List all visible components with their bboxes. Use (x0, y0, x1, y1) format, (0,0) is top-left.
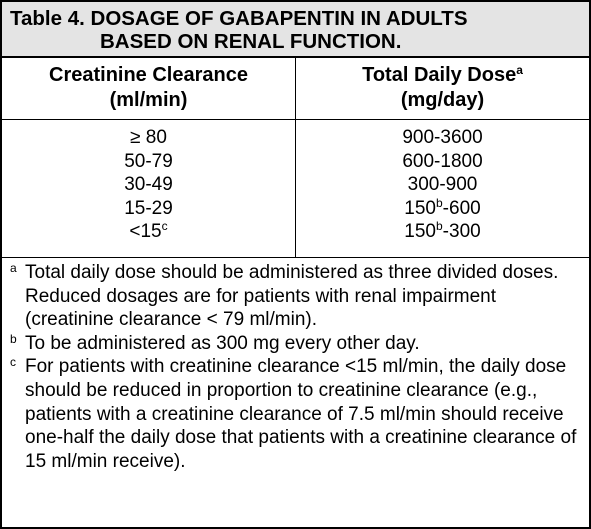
clearance-value: 30-49 (2, 173, 295, 197)
footnote-ref: c (161, 219, 168, 233)
clearance-value: <15c (2, 220, 295, 244)
dose-value: 150b-300 (296, 220, 589, 244)
footnote-mark: c (10, 355, 16, 370)
clearance-value: 15-29 (2, 197, 295, 221)
footnote: c For patients with creatinine clearance … (10, 355, 579, 473)
footnote-text: To be administered as 300 mg every other… (25, 332, 420, 354)
clearance-text: 30-49 (124, 174, 173, 195)
dose-text: 900-3600 (402, 127, 483, 148)
footnote-text: Total daily dose should be administered … (25, 262, 559, 331)
column-header-line2: (ml/min) (109, 89, 188, 111)
table-grid: Creatinine Clearance (ml/min) ≥ 80 50-79 3… (2, 58, 589, 258)
column-header-line1: Creatinine Clearance (49, 64, 248, 86)
clearance-text: 15-29 (124, 197, 173, 219)
column-header-creatinine-clearance: Creatinine Clearance (ml/min) (2, 58, 295, 119)
dose-value: 600-1800 (296, 150, 589, 174)
dose-text: 300-900 (407, 174, 478, 195)
footnote-ref: a (516, 63, 523, 77)
clearance-value: ≥ 80 (2, 126, 295, 150)
dose-value: 900-3600 (296, 126, 589, 150)
column-total-daily-dose: Total Daily Dosea (mg/day) 900-3600 600-1… (296, 58, 589, 258)
clearance-value: 50-79 (2, 150, 295, 174)
column-header-line2: (mg/day) (400, 89, 485, 111)
column-header-row: Total Daily Dosea (mg/day) (296, 58, 589, 120)
dose-text-suffix: -300 (442, 221, 481, 242)
footnote: b To be administered as 300 mg every othe… (10, 332, 579, 356)
dose-text: 150 (404, 221, 436, 242)
footnote-ref: b (435, 195, 443, 210)
dose-value: 300-900 (296, 173, 589, 197)
dose-values: 900-3600 600-1800 300-900 150b-600 150b-300 (296, 120, 589, 257)
table-body: ≥ 80 50-79 30-49 15-29 <15c (2, 120, 295, 258)
column-creatinine-clearance: Creatinine Clearance (ml/min) ≥ 80 50-79 3… (2, 58, 296, 258)
table-title-line2: BASED ON RENAL FUNCTION. (100, 30, 402, 53)
footnotes: a Total daily dose should be administered… (2, 258, 589, 473)
footnote-mark: b (10, 331, 17, 346)
footnote-mark: a (10, 261, 17, 275)
column-header-line1: Total Daily Dose (362, 64, 517, 86)
column-header-total-daily-dose: Total Daily Dosea (mg/day) (296, 58, 589, 119)
footnote-text: For patients with creatinine clearance <… (25, 356, 577, 472)
dose-text: 600-1800 (402, 150, 483, 172)
clearance-text: <15 (129, 221, 162, 242)
clearance-text: 50-79 (124, 150, 173, 172)
dose-text: 150 (404, 197, 436, 219)
clearance-values: ≥ 80 50-79 30-49 15-29 <15c (2, 120, 295, 257)
dose-value: 150b-600 (296, 197, 589, 221)
footnote: a Total daily dose should be administered… (10, 261, 579, 332)
table-title: Table 4. DOSAGE OF GABAPENTIN IN ADULTS … (2, 2, 589, 58)
table-body: 900-3600 600-1800 300-900 150b-600 150b-300 (296, 120, 589, 258)
clearance-text: ≥ 80 (130, 127, 167, 148)
dose-text-suffix: -600 (442, 197, 481, 219)
table-title-line1: Table 4. DOSAGE OF GABAPENTIN IN ADULTS (10, 7, 468, 30)
footnote-ref: b (435, 219, 443, 233)
column-header-row: Creatinine Clearance (ml/min) (2, 58, 295, 120)
